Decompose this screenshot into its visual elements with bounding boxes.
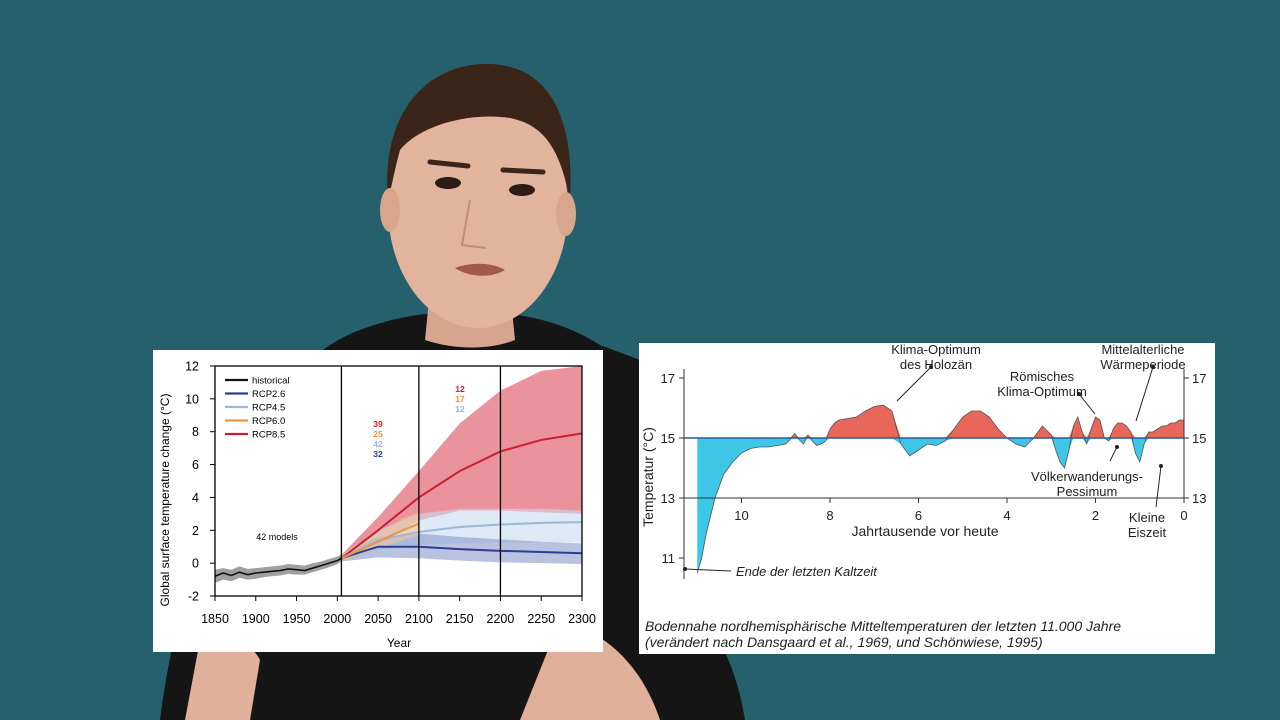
legend-label: RCP2.6	[252, 389, 285, 400]
model-count-label: 12	[455, 384, 465, 394]
x-tick-label: 2150	[446, 612, 474, 626]
annotation-label: Klima-Optimum	[891, 343, 981, 357]
y-tick-label-left: 17	[661, 371, 675, 386]
series-line-rcp85	[340, 432, 583, 560]
projection-chart: Global surface temperature change (°C) Y…	[158, 360, 596, 651]
annotation-arrowhead	[683, 567, 687, 571]
y-tick-label: 8	[192, 425, 199, 439]
y-tick-label-left: 13	[661, 491, 675, 506]
model-count-label: 12	[455, 404, 465, 414]
legend-label: RCP6.0	[252, 416, 285, 427]
x-tick-label: 8	[826, 508, 833, 523]
annotation-label: Römisches	[1010, 369, 1075, 384]
series-line-rcp45	[340, 521, 583, 560]
annotation-arrow	[1155, 465, 1162, 508]
x-tick-label: 4	[1003, 508, 1010, 523]
annotation-arrowhead	[1151, 365, 1155, 369]
model-count-label: 42	[373, 439, 383, 449]
y-tick-label-left: 11	[662, 551, 676, 566]
y-tick-label: 6	[192, 458, 199, 472]
x-tick-label: 2000	[323, 612, 351, 626]
annotation-label: Wärmeperiode	[1100, 357, 1185, 372]
projection-chart-panel: Global surface temperature change (°C) Y…	[153, 350, 603, 652]
plot-frame	[214, 365, 583, 597]
annotation-arrow	[1135, 366, 1154, 422]
y-tick-label: 12	[185, 360, 199, 374]
series-line-historical	[214, 557, 342, 578]
temperature-curve	[696, 404, 1184, 574]
legend-label: RCP4.5	[252, 403, 285, 414]
models-annotation: 42 models	[256, 532, 298, 542]
x-tick-label: 1850	[201, 612, 229, 626]
series-line-rcp60	[341, 522, 420, 560]
annotation-arrow	[684, 568, 732, 572]
y-tick-label-left: 15	[661, 431, 675, 446]
x-tick-label: 2300	[568, 612, 596, 626]
x-tick-label: 10	[734, 508, 748, 523]
x-tick-label: 6	[915, 508, 922, 523]
y-tick-label: -2	[188, 590, 199, 604]
x-tick-label: 2250	[527, 612, 555, 626]
y-tick-label: 10	[185, 392, 199, 406]
holocene-caption: Bodennahe nordhemisphärische Mitteltempe…	[645, 618, 1209, 650]
x-tick-label: 2050	[364, 612, 392, 626]
warm-area	[697, 405, 1184, 438]
holocene-ylabel: Temperatur (°C)	[640, 427, 656, 527]
legend-label: historical	[252, 376, 290, 387]
annotation-arrow	[1078, 393, 1096, 415]
annotation-arrow	[1109, 446, 1118, 462]
annotation-label: Eiszeit	[1128, 525, 1167, 540]
model-count-label: 32	[373, 449, 383, 459]
caption-line-1: Bodennahe nordhemisphärische Mitteltempe…	[645, 618, 1122, 634]
annotation-label: Klima-Optimum	[997, 384, 1087, 399]
holocene-chart-panel: Temperatur (°C) Jahrtausende vor heute 1…	[639, 343, 1215, 654]
annotation-label: Völkerwanderungs-	[1031, 469, 1143, 484]
caption-line-2: (verändert nach Dansgaard et al., 1969, …	[645, 634, 1043, 650]
projection-xlabel: Year	[387, 636, 411, 650]
legend-label: RCP8.5	[252, 430, 285, 441]
holocene-chart: Temperatur (°C) Jahrtausende vor heute 1…	[640, 343, 1206, 579]
x-tick-label: 1950	[283, 612, 311, 626]
model-count-label: 17	[455, 394, 465, 404]
band-historical	[215, 554, 342, 583]
y-tick-label-right: 13	[1192, 491, 1206, 506]
x-tick-label: 0	[1180, 508, 1187, 523]
annotation-label: Kleine	[1129, 510, 1165, 525]
annotation-arrowhead	[1077, 392, 1081, 396]
model-count-label: 39	[373, 419, 383, 429]
y-tick-label: 0	[192, 557, 199, 571]
y-tick-label: 4	[192, 491, 199, 505]
holocene-xlabel: Jahrtausende vor heute	[851, 523, 998, 539]
x-tick-label: 2	[1092, 508, 1099, 523]
annotation-label: Pessimum	[1057, 484, 1118, 499]
x-tick-label: 1900	[242, 612, 270, 626]
annotation-arrowhead	[1159, 464, 1163, 468]
model-count-label: 25	[373, 429, 383, 439]
annotation-label: Mittelalterliche	[1101, 343, 1184, 357]
projection-ylabel: Global surface temperature change (°C)	[158, 394, 172, 607]
y-tick-label-right: 17	[1192, 371, 1206, 386]
series-line-rcp26	[341, 545, 583, 560]
y-tick-label-right: 15	[1192, 431, 1206, 446]
x-tick-label: 2200	[487, 612, 515, 626]
x-tick-label: 2100	[405, 612, 433, 626]
annotation-arrow	[896, 366, 932, 402]
annotation-label: Ende der letzten Kaltzeit	[736, 564, 878, 579]
annotation-arrowhead	[1115, 445, 1119, 449]
annotation-arrowhead	[929, 365, 933, 369]
y-tick-label: 2	[192, 524, 199, 538]
annotation-label: des Holozän	[900, 357, 972, 372]
